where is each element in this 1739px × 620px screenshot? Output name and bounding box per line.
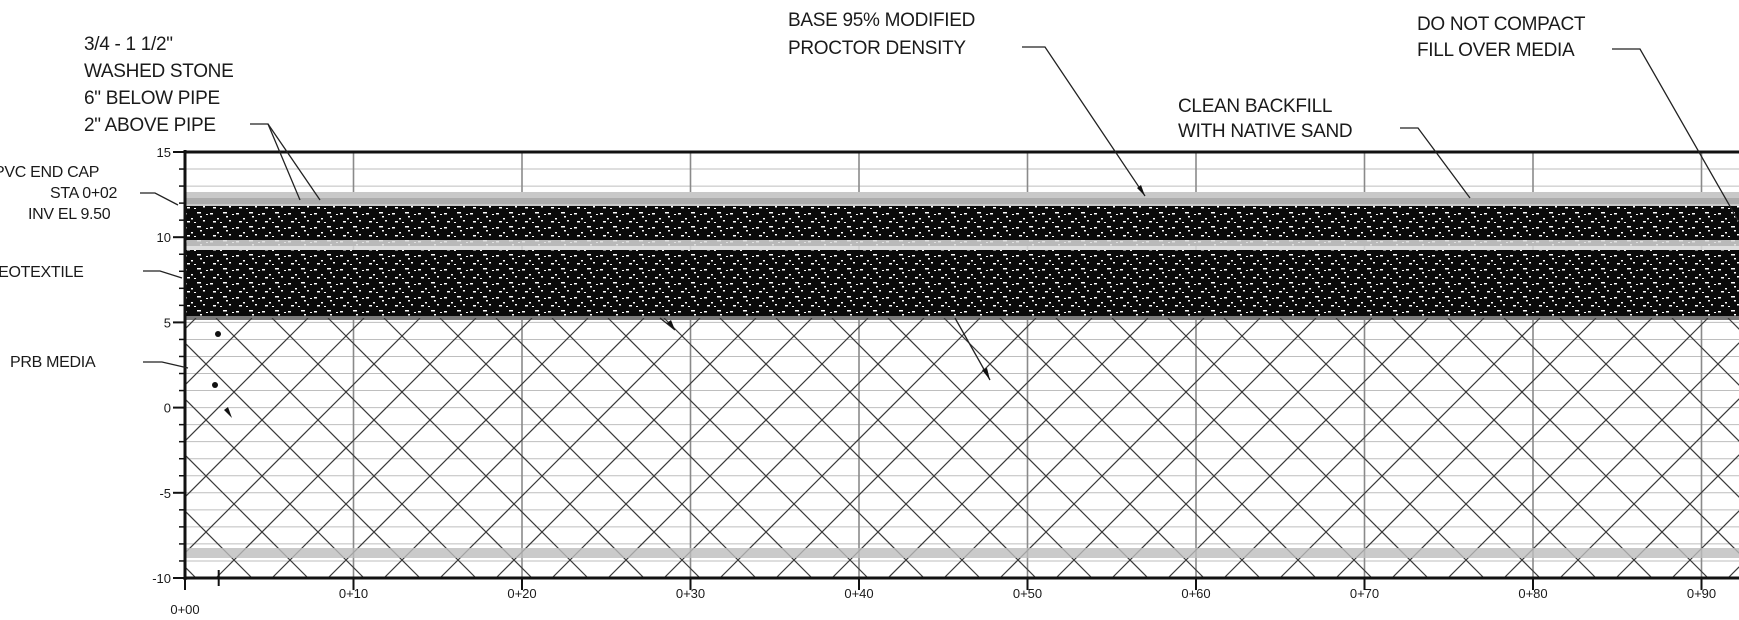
clean-backfill-line-2: WITH NATIVE SAND	[1178, 121, 1352, 142]
washed-stone-line-3: 6" BELOW PIPE	[84, 88, 220, 109]
clean-backfill-line-1: CLEAN BACKFILL	[1178, 96, 1332, 117]
hatch-line	[215, 318, 477, 578]
hatch-line	[185, 318, 365, 498]
leader-arrowheads	[212, 185, 1145, 418]
hatch-line	[551, 318, 813, 578]
hatch-line	[1559, 318, 1739, 498]
hatch-line	[1447, 318, 1709, 578]
hatch-line	[887, 318, 1149, 578]
y-tick-label: 15	[157, 145, 171, 160]
x-tick-label: 0+20	[507, 586, 536, 601]
hatch-line	[1111, 318, 1373, 578]
y-tick-label: 5	[164, 315, 171, 330]
x-tick-label: 0+90	[1687, 586, 1716, 601]
geotextile-line	[185, 316, 1739, 320]
callout-geotextile: GEOTEXTILE	[0, 264, 83, 281]
base-density-line-1: BASE 95% MODIFIED	[788, 10, 975, 31]
hatch-line	[1727, 566, 1739, 578]
hatch-line	[1335, 318, 1597, 578]
x-tick-label: 0+70	[1350, 586, 1379, 601]
hatch-line	[775, 318, 1037, 578]
x-tick-label: 0+40	[844, 586, 873, 601]
hatch-line	[607, 318, 869, 578]
hatch-line	[185, 510, 253, 578]
washed-stone-line-4: 2" ABOVE PIPE	[84, 115, 216, 136]
leader-lines	[140, 46, 1739, 381]
hatch-line	[1559, 398, 1739, 578]
y-tick-label: -5	[159, 486, 171, 501]
hatch-line	[943, 318, 1205, 578]
hatch-line	[1503, 318, 1739, 554]
base-density-line-2: PROCTOR DENSITY	[788, 38, 966, 59]
x-tick-label: 0+00	[170, 602, 199, 617]
hatch-line	[185, 318, 309, 442]
hatch-line	[831, 318, 1093, 578]
hatch-line	[327, 318, 589, 578]
bottom-band	[185, 548, 1739, 558]
hatch-line	[1615, 454, 1739, 578]
y-tick-label: 0	[164, 401, 171, 416]
callout-washed-stone: 3/4 - 1 1/2" WASHED STONE 6" BELOW PIPE …	[84, 34, 234, 136]
callout-base-density: BASE 95% MODIFIED PROCTOR DENSITY	[788, 10, 975, 59]
y-tick-label: 10	[157, 230, 171, 245]
hatch-line	[383, 318, 645, 578]
washed-stone-line-2: WASHED STONE	[84, 61, 233, 82]
hatch-line	[719, 318, 981, 578]
pvc-end-cap-line-3: INV EL 9.50	[28, 206, 111, 223]
hatch-line	[1167, 318, 1429, 578]
pvc-end-cap-line-2: STA 0+02	[50, 185, 118, 202]
hatch-line	[1223, 318, 1485, 578]
x-axis-ticks: 0+00 0+10 0+20 0+30 0+40 0+50 0+60 0+70 0+80 0+90	[170, 570, 1716, 617]
pvc-end-cap-line-1: PVC END CAP	[0, 164, 99, 181]
y-axis-ticks: 15 10 5 0 -5 -10	[152, 145, 185, 586]
hatch-line	[271, 318, 533, 578]
hatch-line	[185, 318, 421, 554]
hatch-line	[1727, 318, 1739, 330]
hatch-line	[1671, 318, 1739, 386]
x-tick-label: 0+80	[1518, 586, 1547, 601]
hatch-line	[439, 318, 701, 578]
y-tick-label: -10	[152, 571, 171, 586]
base-layer	[185, 198, 1739, 204]
callout-pvc-end-cap: PVC END CAP STA 0+02 INV EL 9.50	[0, 164, 118, 223]
washed-stone-layer-upper	[185, 206, 1739, 246]
hatch-line	[1391, 318, 1653, 578]
callout-prb-media: PRB MEDIA	[10, 354, 96, 371]
washed-stone-line-1: 3/4 - 1 1/2"	[84, 34, 173, 55]
hatch-line	[1615, 318, 1739, 442]
hatch-line	[1279, 318, 1541, 578]
x-tick-label: 0+30	[676, 586, 705, 601]
x-tick-label: 0+60	[1181, 586, 1210, 601]
prb-media-hatch	[185, 318, 1739, 578]
hatch-line	[1503, 342, 1739, 578]
hatch-line	[1671, 510, 1739, 578]
hatch-line	[1055, 318, 1317, 578]
pipe-band	[185, 240, 1739, 250]
callout-clean-backfill: CLEAN BACKFILL WITH NATIVE SAND	[1178, 96, 1353, 142]
hatch-line	[999, 318, 1261, 578]
do-not-compact-line-2: FILL OVER MEDIA	[1417, 40, 1575, 61]
hatch-line	[185, 318, 253, 386]
callout-do-not-compact: DO NOT COMPACT FILL OVER MEDIA	[1417, 14, 1586, 61]
washed-stone-layer-lower	[185, 250, 1739, 318]
x-tick-label: 0+50	[1013, 586, 1042, 601]
x-tick-label: 0+10	[339, 586, 368, 601]
hatch-line	[663, 318, 925, 578]
hatch-line	[495, 318, 757, 578]
hatch-line	[185, 454, 309, 578]
do-not-compact-line-1: DO NOT COMPACT	[1417, 14, 1586, 35]
